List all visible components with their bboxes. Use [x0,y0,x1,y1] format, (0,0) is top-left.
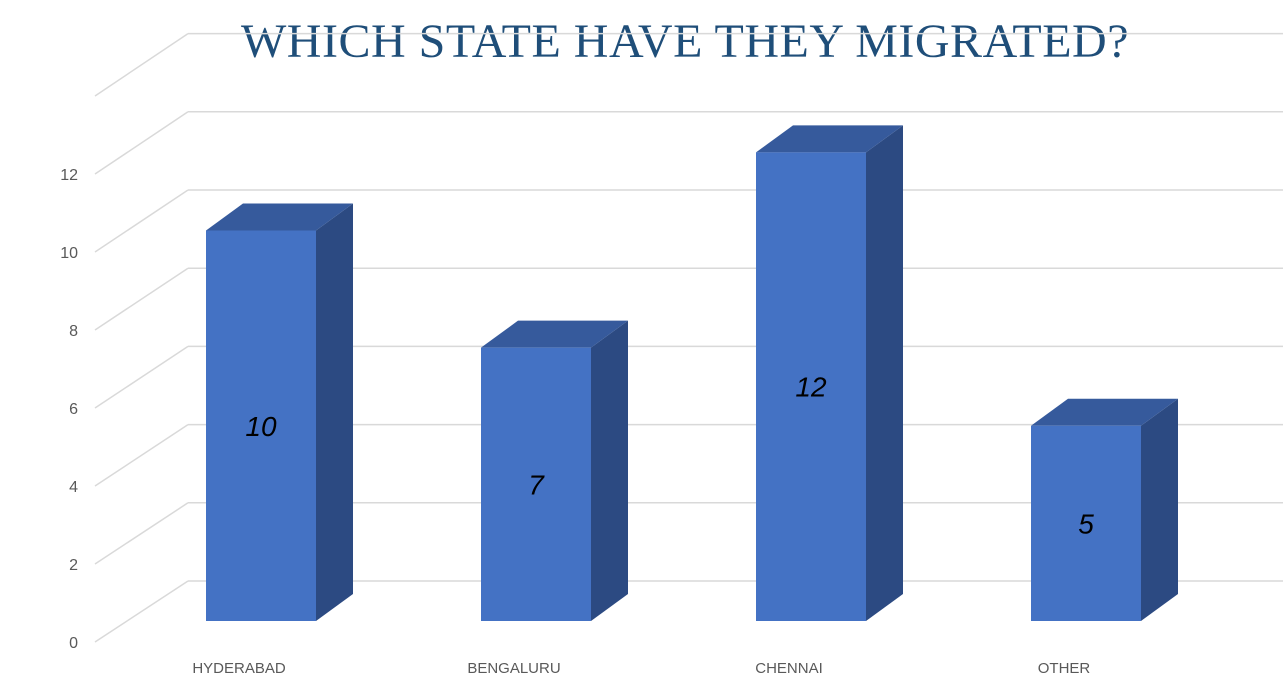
bar-bengaluru [481,320,628,621]
gridlines [94,32,1283,643]
bar-hyderabad [206,203,353,621]
x-axis-categories: HYDERABAD BENGALURU CHENNAI OTHER [192,660,1090,677]
bar-side [316,203,353,621]
x-category-label: BENGALURU [467,660,560,677]
x-category-label: OTHER [1038,660,1091,677]
bar-other [1031,398,1178,621]
y-tick-label: 10 [60,245,78,262]
data-label: 5 [1078,508,1094,539]
data-labels: 10 7 12 5 [245,372,1094,540]
gridline-side [94,32,189,97]
bar-side [591,320,628,621]
bar-top [206,203,353,231]
data-label: 12 [795,372,827,403]
gridline-side [94,580,189,643]
bar-front [756,152,866,621]
bar-front [1031,425,1141,621]
gridline-side [94,267,189,331]
chart-title: WHICH STATE HAVE THEY MIGRATED? [240,15,1130,68]
gridline-side [94,423,189,487]
bar-front [481,347,591,621]
y-tick-label: 0 [69,635,78,652]
y-tick-label: 2 [69,557,78,574]
y-axis-ticks: 0 2 4 6 8 10 12 [60,167,78,652]
gridline-side [94,502,189,565]
gridline-side [94,189,189,253]
bar-top [1031,398,1178,426]
bar-top [481,320,628,348]
data-label: 10 [245,411,277,442]
x-category-label: CHENNAI [755,660,823,677]
y-tick-label: 4 [69,479,78,496]
data-label: 7 [528,469,545,500]
y-tick-label: 8 [69,323,78,340]
bar-chennai [756,125,903,622]
x-category-label: HYDERABAD [192,660,286,677]
bar-side [1141,398,1178,621]
y-tick-label: 6 [69,401,78,418]
bar-top [756,125,903,153]
bars [206,125,1178,622]
y-tick-label: 12 [60,167,78,184]
gridline-side [94,111,189,175]
gridline-side [94,345,189,409]
bar-front [206,230,316,621]
bar-side [866,125,903,622]
